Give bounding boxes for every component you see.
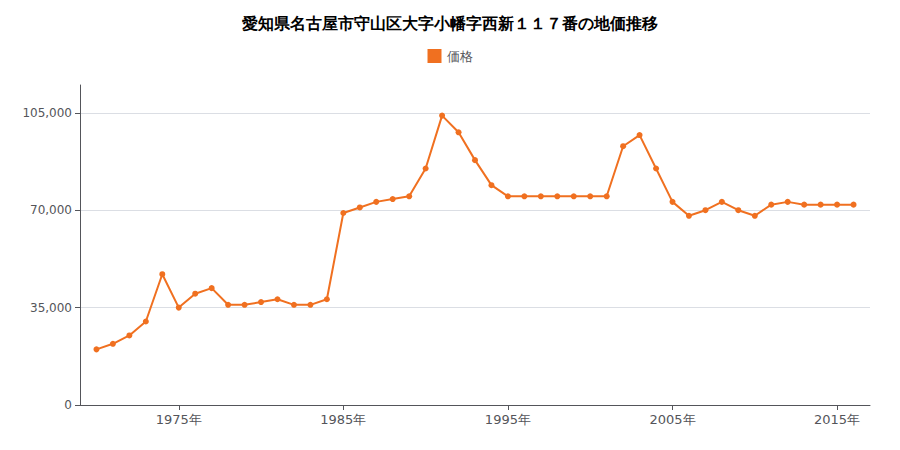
svg-text:2005年: 2005年	[649, 412, 695, 427]
svg-text:1995年: 1995年	[485, 412, 531, 427]
svg-text:1975年: 1975年	[156, 412, 202, 427]
svg-text:70,000: 70,000	[30, 203, 72, 217]
svg-text:2015年: 2015年	[814, 412, 860, 427]
svg-text:愛知県名古屋市守山区大字小幡字西新１１７番の地価推移: 愛知県名古屋市守山区大字小幡字西新１１７番の地価推移	[242, 14, 658, 33]
svg-text:105,000: 105,000	[22, 106, 72, 120]
svg-text:35,000: 35,000	[30, 301, 72, 315]
svg-text:価格: 価格	[447, 49, 473, 64]
svg-text:0: 0	[64, 398, 72, 412]
svg-text:1985年: 1985年	[320, 412, 366, 427]
